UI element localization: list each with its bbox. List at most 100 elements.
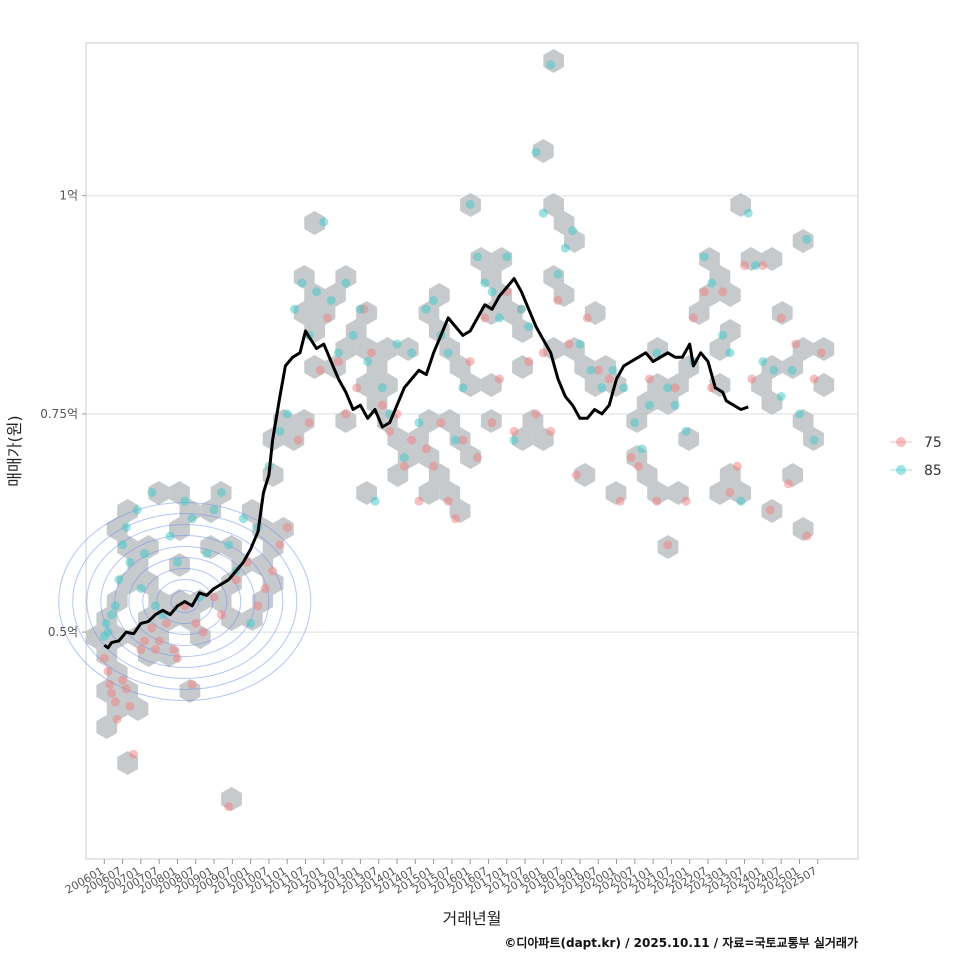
scatter-point-75 [791,339,801,349]
y-tick-label: 1억 [59,189,78,203]
scatter-point-75 [458,435,468,445]
hexbin-cell [460,445,481,469]
scatter-point-85 [758,357,768,367]
scatter-point-75 [112,714,122,724]
scatter-point-75 [564,339,574,349]
scatter-point-75 [776,313,786,323]
scatter-point-75 [421,444,431,454]
hexbin-cell [709,337,731,361]
scatter-point-85 [776,391,786,401]
scatter-point-85 [644,400,654,410]
scatter-point-85 [718,330,728,340]
scatter-point-85 [392,339,402,349]
scatter-point-75 [593,365,603,375]
legend: 75 85 [890,435,942,479]
hexbin-cell [408,427,429,451]
scatter-point-75 [688,313,698,323]
scatter-point-85 [216,487,226,497]
scatter-point-75 [399,461,409,471]
points-layer [99,60,826,812]
scatter-point-75 [151,645,161,655]
scatter-point-85 [165,531,175,541]
scatter-point-85 [312,287,322,297]
scatter-point-75 [414,496,424,506]
scatter-point-85 [172,557,182,567]
scatter-point-85 [707,278,717,288]
scatter-point-75 [385,426,395,436]
scatter-point-85 [107,610,117,620]
scatter-point-85 [586,365,596,375]
scatter-point-75 [268,566,278,576]
scatter-point-75 [231,575,241,585]
hexbin-cell [574,463,596,487]
scatter-point-75 [260,583,270,593]
scatter-point-85 [370,496,380,506]
scatter-point-75 [699,287,709,297]
scatter-point-75 [407,435,417,445]
hexbin-cell [730,481,752,505]
scatter-point-75 [140,636,150,646]
scatter-point-75 [465,357,475,367]
legend-item-75[interactable]: 75 [890,435,942,451]
scatter-point-75 [725,487,735,497]
y-axis-label: 매매가(원) [5,415,24,486]
scatter-point-75 [275,540,285,550]
scatter-point-75 [172,653,182,663]
scatter-point-75 [524,357,534,367]
legend-marker-85 [896,465,906,475]
hexbin-cell [532,139,554,163]
density-contour [86,524,284,680]
moving-average-line [103,277,749,650]
scatter-point-85 [118,540,128,550]
scatter-point-75 [451,514,461,524]
scatter-point-85 [531,147,541,157]
scatter-point-75 [436,418,446,428]
density-contour [142,568,228,636]
source-caption: ©디아파트(dapt.kr) / 2025.10.11 / 자료=국토교통부 실… [504,936,858,950]
scatter-point-75 [191,618,201,628]
scatter-point-85 [363,357,373,367]
scatter-point-85 [414,418,424,428]
scatter-point-75 [103,666,113,676]
scatter-point-75 [480,313,490,323]
scatter-point-85 [407,348,417,358]
scatter-point-85 [538,208,548,218]
scatter-point-75 [110,697,120,707]
scatter-point-85 [451,435,461,445]
scatter-point-75 [809,374,819,384]
scatter-point-75 [802,531,812,541]
scatter-point-85 [794,409,804,419]
x-axis-label: 거래년월 [443,909,502,928]
trend-layer [103,277,749,650]
scatter-point-85 [769,365,779,375]
scatter-point-85 [619,383,629,393]
scatter-point-75 [282,522,292,532]
hexbin-cell [252,553,274,577]
scatter-point-75 [546,426,556,436]
scatter-point-85 [180,496,190,506]
scatter-point-85 [502,252,512,262]
scatter-point-85 [487,287,497,297]
scatter-point-75 [198,627,208,637]
scatter-point-85 [333,348,343,358]
scatter-point-85 [121,522,131,532]
scatter-point-75 [118,675,128,685]
y-axis: 0.5억 0.75억 1억 [40,189,86,639]
scatter-point-85 [637,444,647,454]
scatter-point-75 [377,400,387,410]
scatter-point-75 [740,261,750,271]
y-tick-label: 0.5억 [48,625,78,639]
hexbin-cell [418,481,440,505]
scatter-point-85 [151,601,161,611]
scatter-point-75 [169,645,179,655]
scatter-point-85 [355,304,365,314]
scatter-point-85 [472,252,482,262]
scatter-point-75 [487,418,497,428]
scatter-point-85 [568,226,578,236]
scatter-point-85 [681,426,691,436]
scatter-point-85 [699,252,709,262]
scatter-point-85 [802,234,812,244]
legend-item-85[interactable]: 85 [890,463,942,479]
scatter-point-75 [125,701,135,711]
scatter-point-85 [114,575,124,585]
